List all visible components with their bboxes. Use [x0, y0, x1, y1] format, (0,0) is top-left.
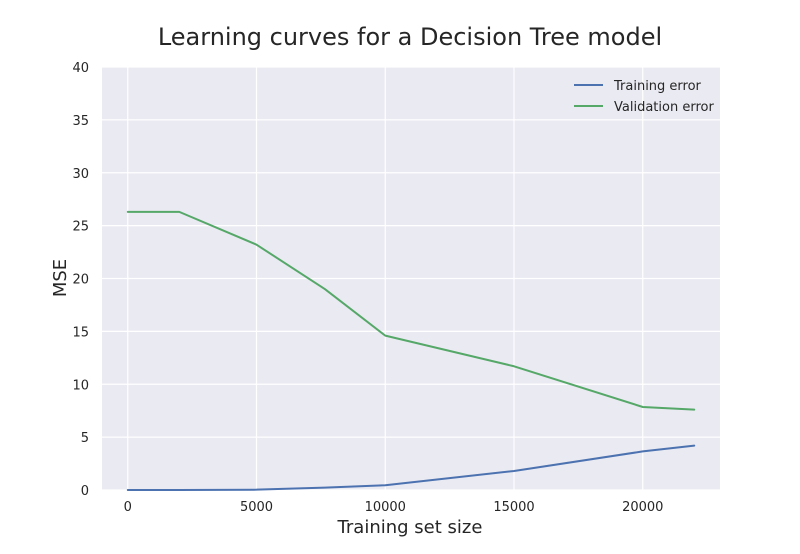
y-gridlines: [102, 66, 720, 491]
y-tick-label: 5: [81, 431, 89, 446]
legend-label: Validation error: [614, 100, 714, 115]
x-axis-label: Training set size: [337, 517, 483, 538]
x-tick-label: 5000: [240, 500, 273, 515]
y-tick-label: 40: [72, 61, 89, 76]
y-tick-label: 30: [72, 167, 89, 182]
y-tick-label: 15: [72, 325, 89, 340]
y-tick-label: 25: [72, 220, 89, 235]
series-line-validation-error: [126, 210, 696, 411]
y-axis-label: MSE: [50, 259, 71, 297]
y-tick-label: 10: [72, 378, 89, 393]
y-tick-label: 35: [72, 114, 89, 129]
y-tick-label: 0: [81, 484, 89, 499]
x-tick-label: 20000: [622, 500, 663, 515]
x-tick-labels: 0 5000 10000 15000 20000: [124, 500, 664, 515]
legend-label: Training error: [613, 79, 702, 94]
series-line-training-error: [126, 444, 696, 491]
y-tick-label: 20: [72, 273, 89, 288]
x-tick-label: 10000: [365, 500, 406, 515]
series-layer: [126, 210, 696, 491]
x-tick-label: 15000: [493, 500, 534, 515]
legend: Training error Validation error: [574, 79, 714, 115]
chart-title: Learning curves for a Decision Tree mode…: [158, 23, 662, 51]
y-tick-labels: 0 5 10 15 20 25 30 35 40: [72, 61, 89, 499]
x-tick-label: 0: [124, 500, 132, 515]
